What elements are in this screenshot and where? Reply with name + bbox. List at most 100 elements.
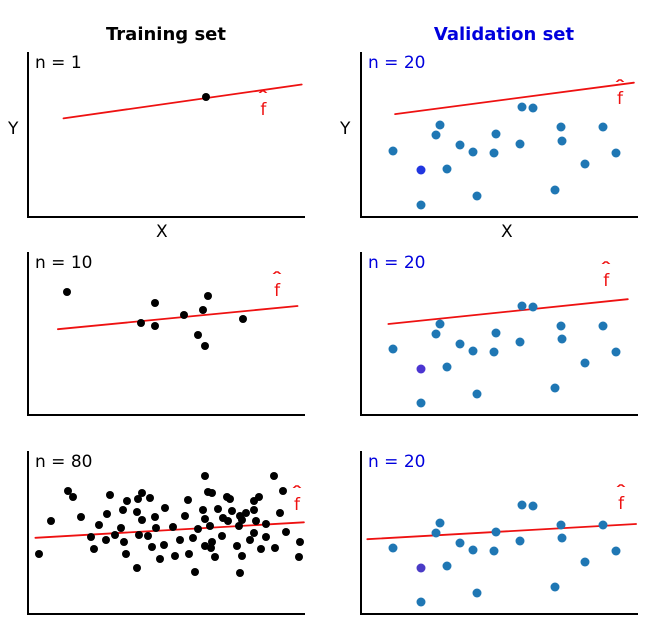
data-point bbox=[431, 528, 441, 538]
f-hat-base: f bbox=[617, 89, 624, 110]
data-point bbox=[556, 321, 566, 331]
data-point bbox=[491, 527, 501, 537]
data-point bbox=[191, 567, 200, 576]
plot-canvas bbox=[394, 81, 635, 115]
data-point bbox=[235, 511, 244, 520]
data-point bbox=[472, 588, 482, 598]
data-point bbox=[146, 494, 155, 503]
data-point bbox=[201, 542, 210, 551]
data-point bbox=[442, 164, 452, 174]
data-point bbox=[151, 298, 160, 307]
data-point bbox=[528, 501, 538, 511]
data-point bbox=[257, 545, 266, 554]
data-point bbox=[611, 148, 621, 158]
fitted-line bbox=[394, 81, 635, 115]
data-point bbox=[183, 495, 192, 504]
data-point bbox=[580, 159, 590, 169]
data-point bbox=[90, 544, 99, 553]
data-point bbox=[218, 532, 227, 541]
data-point bbox=[208, 488, 217, 497]
data-point bbox=[193, 330, 202, 339]
fitted-line bbox=[366, 523, 638, 541]
data-point bbox=[388, 344, 398, 354]
sample-size-label: n = 20 bbox=[368, 253, 426, 273]
data-point bbox=[134, 495, 143, 504]
data-point bbox=[491, 129, 501, 139]
data-point bbox=[245, 536, 254, 545]
f-hat-base: f bbox=[274, 280, 281, 301]
data-point bbox=[103, 510, 112, 519]
data-point bbox=[416, 364, 425, 374]
data-point bbox=[556, 122, 566, 132]
data-point bbox=[550, 185, 560, 195]
data-point bbox=[117, 524, 126, 533]
sample-size-label: n = 20 bbox=[368, 452, 426, 472]
data-point bbox=[63, 487, 72, 496]
plot-canvas bbox=[56, 305, 299, 331]
f-hat-accent: ˆ bbox=[615, 484, 628, 501]
data-point bbox=[207, 537, 216, 546]
data-point bbox=[528, 302, 538, 312]
data-point bbox=[201, 342, 210, 351]
fitted-line bbox=[62, 83, 303, 120]
data-point bbox=[241, 509, 250, 518]
data-point bbox=[271, 544, 280, 553]
data-point bbox=[557, 136, 567, 146]
data-point bbox=[249, 528, 258, 537]
fitted-line bbox=[56, 305, 299, 331]
data-point bbox=[455, 339, 465, 349]
data-point bbox=[517, 301, 527, 311]
data-point bbox=[416, 597, 425, 607]
data-point bbox=[185, 549, 194, 558]
plot-canvas bbox=[366, 523, 638, 541]
data-point bbox=[515, 139, 525, 148]
data-point bbox=[205, 522, 214, 531]
data-point bbox=[133, 507, 142, 516]
data-point bbox=[275, 509, 284, 518]
data-point bbox=[204, 292, 213, 301]
data-point bbox=[160, 503, 169, 512]
x-axis-label-training: X bbox=[156, 222, 168, 242]
data-point bbox=[62, 288, 71, 297]
data-point bbox=[556, 520, 566, 530]
data-point bbox=[517, 102, 527, 112]
data-point bbox=[224, 516, 233, 525]
data-point bbox=[252, 516, 261, 525]
data-point bbox=[171, 551, 180, 560]
data-point bbox=[119, 506, 128, 515]
data-point bbox=[119, 538, 128, 547]
data-point bbox=[262, 533, 271, 542]
data-point bbox=[598, 122, 608, 132]
data-point bbox=[416, 398, 425, 408]
x-axis-label-validation: X bbox=[501, 222, 513, 242]
data-point bbox=[550, 582, 560, 592]
data-point bbox=[238, 315, 247, 324]
data-point bbox=[237, 551, 246, 560]
f-hat-base: f bbox=[603, 270, 610, 291]
data-point bbox=[122, 497, 131, 506]
data-point bbox=[435, 319, 445, 329]
data-point bbox=[226, 495, 235, 504]
data-point bbox=[206, 544, 215, 553]
data-point bbox=[69, 492, 78, 501]
data-point bbox=[435, 120, 445, 130]
data-point bbox=[261, 520, 270, 529]
data-point bbox=[598, 520, 608, 530]
data-point bbox=[269, 471, 278, 480]
data-point bbox=[193, 524, 202, 533]
f-hat-accent: ˆ bbox=[614, 79, 626, 96]
data-point bbox=[580, 358, 590, 368]
data-point bbox=[137, 318, 146, 327]
data-point bbox=[151, 322, 160, 331]
data-point bbox=[137, 516, 146, 525]
data-point bbox=[468, 147, 478, 157]
f-hat-base: f bbox=[293, 495, 300, 516]
data-point bbox=[491, 328, 501, 338]
data-point bbox=[101, 535, 110, 544]
